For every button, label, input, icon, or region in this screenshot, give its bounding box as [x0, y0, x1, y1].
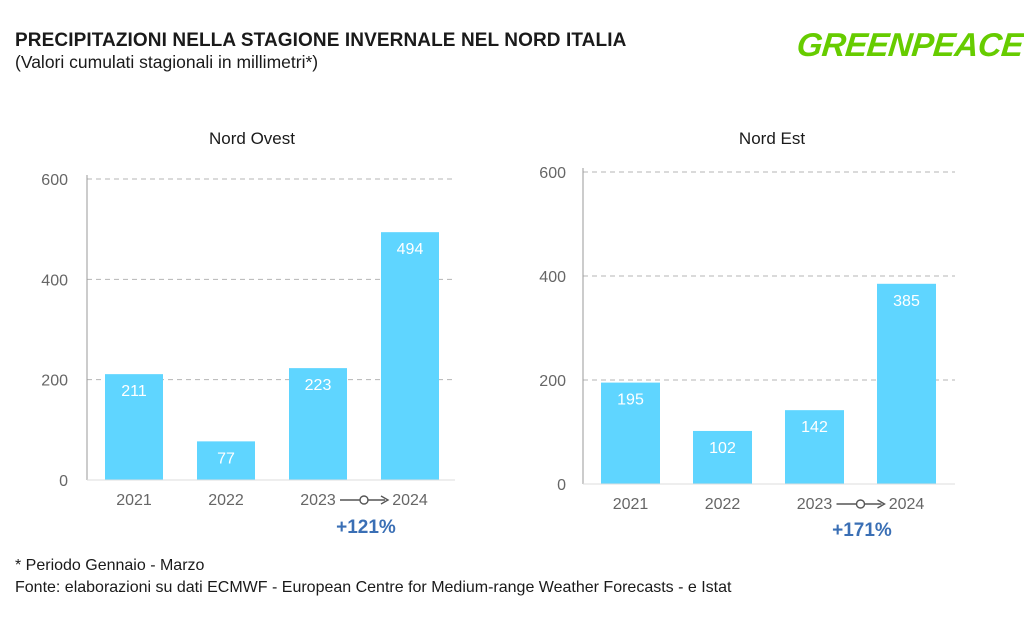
bar — [197, 441, 255, 480]
panel-title: Nord Ovest — [209, 129, 295, 148]
bar-value-label: 77 — [217, 450, 235, 467]
y-tick-label: 0 — [557, 477, 566, 494]
change-arrow-head — [877, 499, 886, 509]
bar-value-label: 211 — [121, 383, 147, 400]
bar — [693, 430, 752, 484]
x-tick-label: 2023 — [300, 492, 336, 509]
bar — [601, 382, 660, 484]
change-label: +121% — [336, 517, 396, 538]
bar-value-label: 385 — [893, 293, 920, 310]
x-tick-label: 2023 — [797, 496, 833, 513]
bar-value-label: 494 — [397, 241, 424, 258]
y-tick-label: 200 — [539, 373, 566, 390]
bar-value-label: 223 — [305, 377, 332, 394]
bar — [877, 283, 936, 484]
change-label: +171% — [832, 520, 892, 541]
x-tick-label: 2022 — [208, 492, 244, 509]
chart-title: PRECIPITAZIONI NELLA STAGIONE INVERNALE … — [15, 30, 627, 51]
bar — [289, 368, 347, 480]
panel-title: Nord Est — [739, 129, 805, 148]
x-tick-label: 2021 — [613, 496, 649, 513]
change-arrow-dot — [855, 499, 866, 509]
bar — [381, 232, 439, 480]
x-tick-label: 2022 — [705, 496, 741, 513]
bar-value-label: 142 — [801, 419, 828, 436]
x-tick-label: 2024 — [392, 492, 428, 509]
chart-subtitle: (Valori cumulati stagionali in millimetr… — [15, 52, 319, 72]
footnote: * Periodo Gennaio - Marzo — [15, 557, 205, 574]
y-tick-label: 400 — [41, 272, 68, 289]
y-tick-label: 200 — [41, 373, 68, 390]
y-tick-label: 600 — [539, 165, 566, 182]
change-arrow-dot — [359, 495, 369, 505]
y-tick-label: 600 — [41, 172, 68, 189]
bar-value-label: 102 — [709, 440, 736, 457]
y-tick-label: 0 — [59, 473, 68, 490]
x-tick-label: 2024 — [889, 496, 925, 513]
change-arrow-head — [380, 495, 390, 505]
bar — [785, 410, 844, 484]
x-tick-label: 2021 — [116, 492, 152, 509]
bar-value-label: 195 — [617, 392, 644, 409]
bar — [105, 374, 163, 480]
source-note: Fonte: elaborazioni su dati ECMWF - Euro… — [15, 579, 732, 596]
y-tick-label: 400 — [539, 269, 566, 286]
